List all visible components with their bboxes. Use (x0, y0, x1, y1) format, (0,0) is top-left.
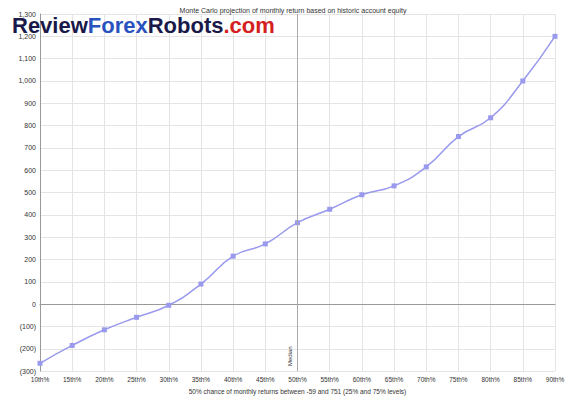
svg-text:75th%: 75th% (449, 376, 468, 383)
svg-text:60th%: 60th% (353, 376, 372, 383)
svg-text:(100): (100) (20, 323, 36, 331)
svg-text:70th%: 70th% (417, 376, 436, 383)
svg-text:1,100: 1,100 (18, 55, 36, 62)
svg-text:(200): (200) (20, 345, 36, 353)
svg-text:55th%: 55th% (320, 376, 339, 383)
svg-text:(300): (300) (20, 368, 36, 376)
svg-text:35th%: 35th% (192, 376, 211, 383)
svg-text:90th%: 90th% (546, 376, 565, 383)
svg-text:Median: Median (287, 346, 293, 366)
svg-text:50th%: 50th% (288, 376, 307, 383)
svg-text:65th%: 65th% (385, 376, 404, 383)
svg-text:500: 500 (24, 189, 36, 196)
svg-text:10th%: 10th% (31, 376, 50, 383)
svg-text:85th%: 85th% (514, 376, 533, 383)
svg-text:Review: Review (12, 13, 89, 38)
svg-text:45th%: 45th% (256, 376, 275, 383)
svg-text:30th%: 30th% (160, 376, 179, 383)
svg-text:Monte Carlo projection of mont: Monte Carlo projection of monthly return… (179, 7, 407, 14)
svg-text:800: 800 (24, 122, 36, 129)
svg-text:900: 900 (24, 100, 36, 107)
svg-text:80th%: 80th% (481, 376, 500, 383)
svg-text:1,000: 1,000 (18, 77, 36, 84)
svg-text:15th%: 15th% (63, 376, 82, 383)
svg-text:Robots: Robots (148, 13, 224, 38)
svg-text:300: 300 (24, 234, 36, 241)
svg-text:40th%: 40th% (224, 376, 243, 383)
svg-text:.com: .com (223, 13, 274, 38)
svg-text:100: 100 (24, 278, 36, 285)
svg-text:400: 400 (24, 211, 36, 218)
svg-text:600: 600 (24, 167, 36, 174)
svg-text:20th%: 20th% (95, 376, 114, 383)
svg-text:200: 200 (24, 256, 36, 263)
svg-text:25th%: 25th% (127, 376, 146, 383)
svg-text:Forex: Forex (88, 13, 149, 38)
svg-text:700: 700 (24, 144, 36, 151)
svg-text:0: 0 (32, 301, 36, 308)
svg-text:50% chance of monthly returns: 50% chance of monthly returns between -5… (189, 388, 407, 396)
